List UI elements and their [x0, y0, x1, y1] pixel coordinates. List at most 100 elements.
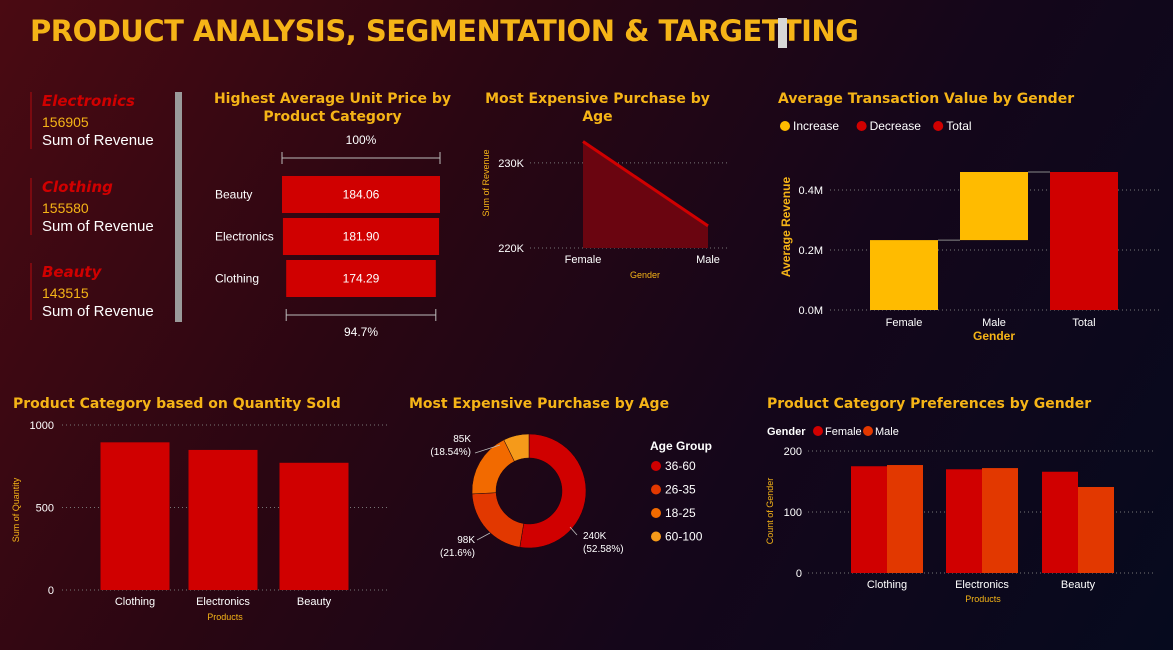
funnel-value-label: 184.06	[343, 188, 380, 202]
kpi-card-beauty: Beauty 143515 Sum of Revenue	[30, 263, 170, 320]
area-y-tick: 230K	[498, 158, 524, 170]
quantity-y-tick: 1000	[30, 420, 54, 432]
donut-legend-marker	[651, 508, 661, 518]
waterfall-x-axis-label: Gender	[973, 329, 1015, 343]
donut-value-label: 98K	[457, 535, 475, 546]
kpi-value: 143515	[42, 285, 89, 301]
preference-bar	[1042, 471, 1078, 573]
preference-y-tick: 0	[796, 568, 802, 580]
area-fill	[583, 141, 708, 248]
waterfall-legend-label: Decrease	[870, 119, 922, 133]
donut-legend-label: 26-35	[665, 483, 696, 497]
waterfall-y-tick: 0.2M	[799, 245, 823, 257]
waterfall-chart: Increase Decrease Total 0.0M 0.2M 0.4M Female M…	[779, 119, 1160, 343]
waterfall-legend-marker	[856, 121, 867, 131]
preference-bar	[1078, 486, 1114, 573]
donut-slice	[519, 433, 587, 549]
preference-x-tick: Beauty	[1061, 579, 1096, 591]
quantity-y-axis-label: Sum of Quantity	[11, 477, 21, 542]
donut-legend-label: 18-25	[665, 506, 696, 520]
preference-bar	[946, 469, 982, 573]
waterfall-x-tick: Female	[886, 317, 923, 329]
donut-legend-marker	[651, 461, 661, 471]
preference-legend-label: Female	[825, 426, 862, 438]
area-chart-title: Most Expensive Purchase by Age	[485, 91, 710, 125]
preference-x-tick: Clothing	[867, 579, 907, 591]
donut-chart: 240K (52.58%) 98K (21.6%) 85K (18.54%) Age Gro…	[430, 433, 712, 559]
donut-leader-line	[569, 526, 578, 536]
waterfall-legend-marker	[780, 121, 790, 131]
quantity-x-tick: Clothing	[115, 596, 155, 608]
kpi-scrollbar[interactable]	[175, 92, 182, 322]
preference-legend-marker	[863, 426, 873, 436]
waterfall-y-tick: 0.4M	[799, 185, 823, 197]
funnel-category-label: Clothing	[215, 272, 259, 286]
waterfall-legend-label: Total	[946, 119, 971, 133]
quantity-x-tick: Beauty	[297, 596, 332, 608]
area-line	[582, 140, 709, 228]
quantity-y-tick: 0	[48, 585, 54, 597]
kpi-card-electronics: Electronics 156905 Sum of Revenue	[30, 92, 170, 149]
preference-bar	[982, 468, 1018, 573]
donut-leader-line	[474, 444, 501, 454]
funnel-top-percent: 100%	[346, 133, 377, 147]
page-title: PRODUCT ANALYSIS, SEGMENTATION & TARGETT…	[30, 14, 859, 48]
kpi-name: Clothing	[42, 178, 113, 196]
kpi-name: Electronics	[42, 92, 135, 110]
waterfall-y-tick: 0.0M	[799, 305, 823, 317]
kpi-name: Beauty	[42, 263, 102, 281]
donut-legend-title: Age Group	[650, 439, 712, 453]
funnel-bar	[286, 260, 436, 297]
donut-percent-label: (21.6%)	[440, 548, 475, 559]
quantity-bar	[188, 449, 258, 590]
funnel-value-label: 174.29	[343, 272, 380, 286]
waterfall-bar	[1050, 172, 1118, 310]
quantity-x-axis-label: Products	[207, 612, 243, 622]
preference-legend-label: Male	[875, 426, 899, 438]
funnel-bottom-percent: 94.7%	[344, 325, 378, 339]
kpi-value: 156905	[42, 114, 89, 130]
quantity-bar	[279, 462, 349, 590]
donut-legend-label: 60-100	[665, 530, 703, 544]
preference-bar	[851, 466, 887, 573]
funnel-category-label: Beauty	[215, 188, 252, 202]
donut-legend-marker	[651, 484, 661, 495]
waterfall-y-axis-label: Average Revenue	[779, 177, 793, 278]
funnel-title: Highest Average Unit Price by Product Ca…	[213, 91, 452, 125]
area-x-tick: Female	[565, 254, 602, 266]
preference-y-axis-label: Count of Gender	[765, 478, 775, 545]
donut-leader-line	[476, 532, 491, 541]
kpi-label: Sum of Revenue	[42, 303, 154, 320]
funnel-category-label: Electronics	[215, 230, 274, 244]
title-accent-bar	[778, 18, 787, 48]
kpi-value: 155580	[42, 200, 89, 216]
kpi-label: Sum of Revenue	[42, 132, 154, 149]
donut-slice	[471, 492, 524, 548]
waterfall-bar	[960, 172, 1028, 241]
area-x-axis-label: Gender	[630, 270, 660, 280]
preference-x-tick: Electronics	[955, 579, 1009, 591]
donut-value-label: 240K	[583, 531, 607, 542]
area-y-axis-label: Sum of Revenue	[481, 149, 491, 216]
waterfall-bar	[870, 240, 938, 310]
preference-legend-marker	[813, 426, 823, 436]
kpi-label: Sum of Revenue	[42, 218, 154, 235]
quantity-y-tick: 500	[36, 503, 54, 515]
area-x-tick: Male	[696, 254, 720, 266]
donut-legend-marker	[651, 531, 661, 542]
donut-percent-label: (18.54%)	[430, 447, 471, 458]
preference-x-axis-label: Products	[965, 594, 1001, 604]
area-y-tick: 220K	[498, 243, 524, 255]
quantity-x-tick: Electronics	[196, 596, 250, 608]
preference-chart-title: Product Category Preferences by Gender	[767, 396, 1092, 412]
quantity-chart-title: Product Category based on Quantity Sold	[13, 396, 341, 412]
waterfall-legend-label: Increase	[793, 119, 839, 133]
funnel-bar	[282, 176, 440, 213]
donut-chart-title: Most Expensive Purchase by Age	[409, 396, 670, 412]
funnel-bar	[282, 218, 440, 255]
preference-legend-title: Gender	[767, 426, 806, 438]
waterfall-title: Average Transaction Value by Gender	[778, 91, 1075, 107]
preference-bar	[887, 465, 923, 573]
donut-percent-label: (52.58%)	[583, 544, 624, 555]
donut-slice	[503, 433, 530, 462]
